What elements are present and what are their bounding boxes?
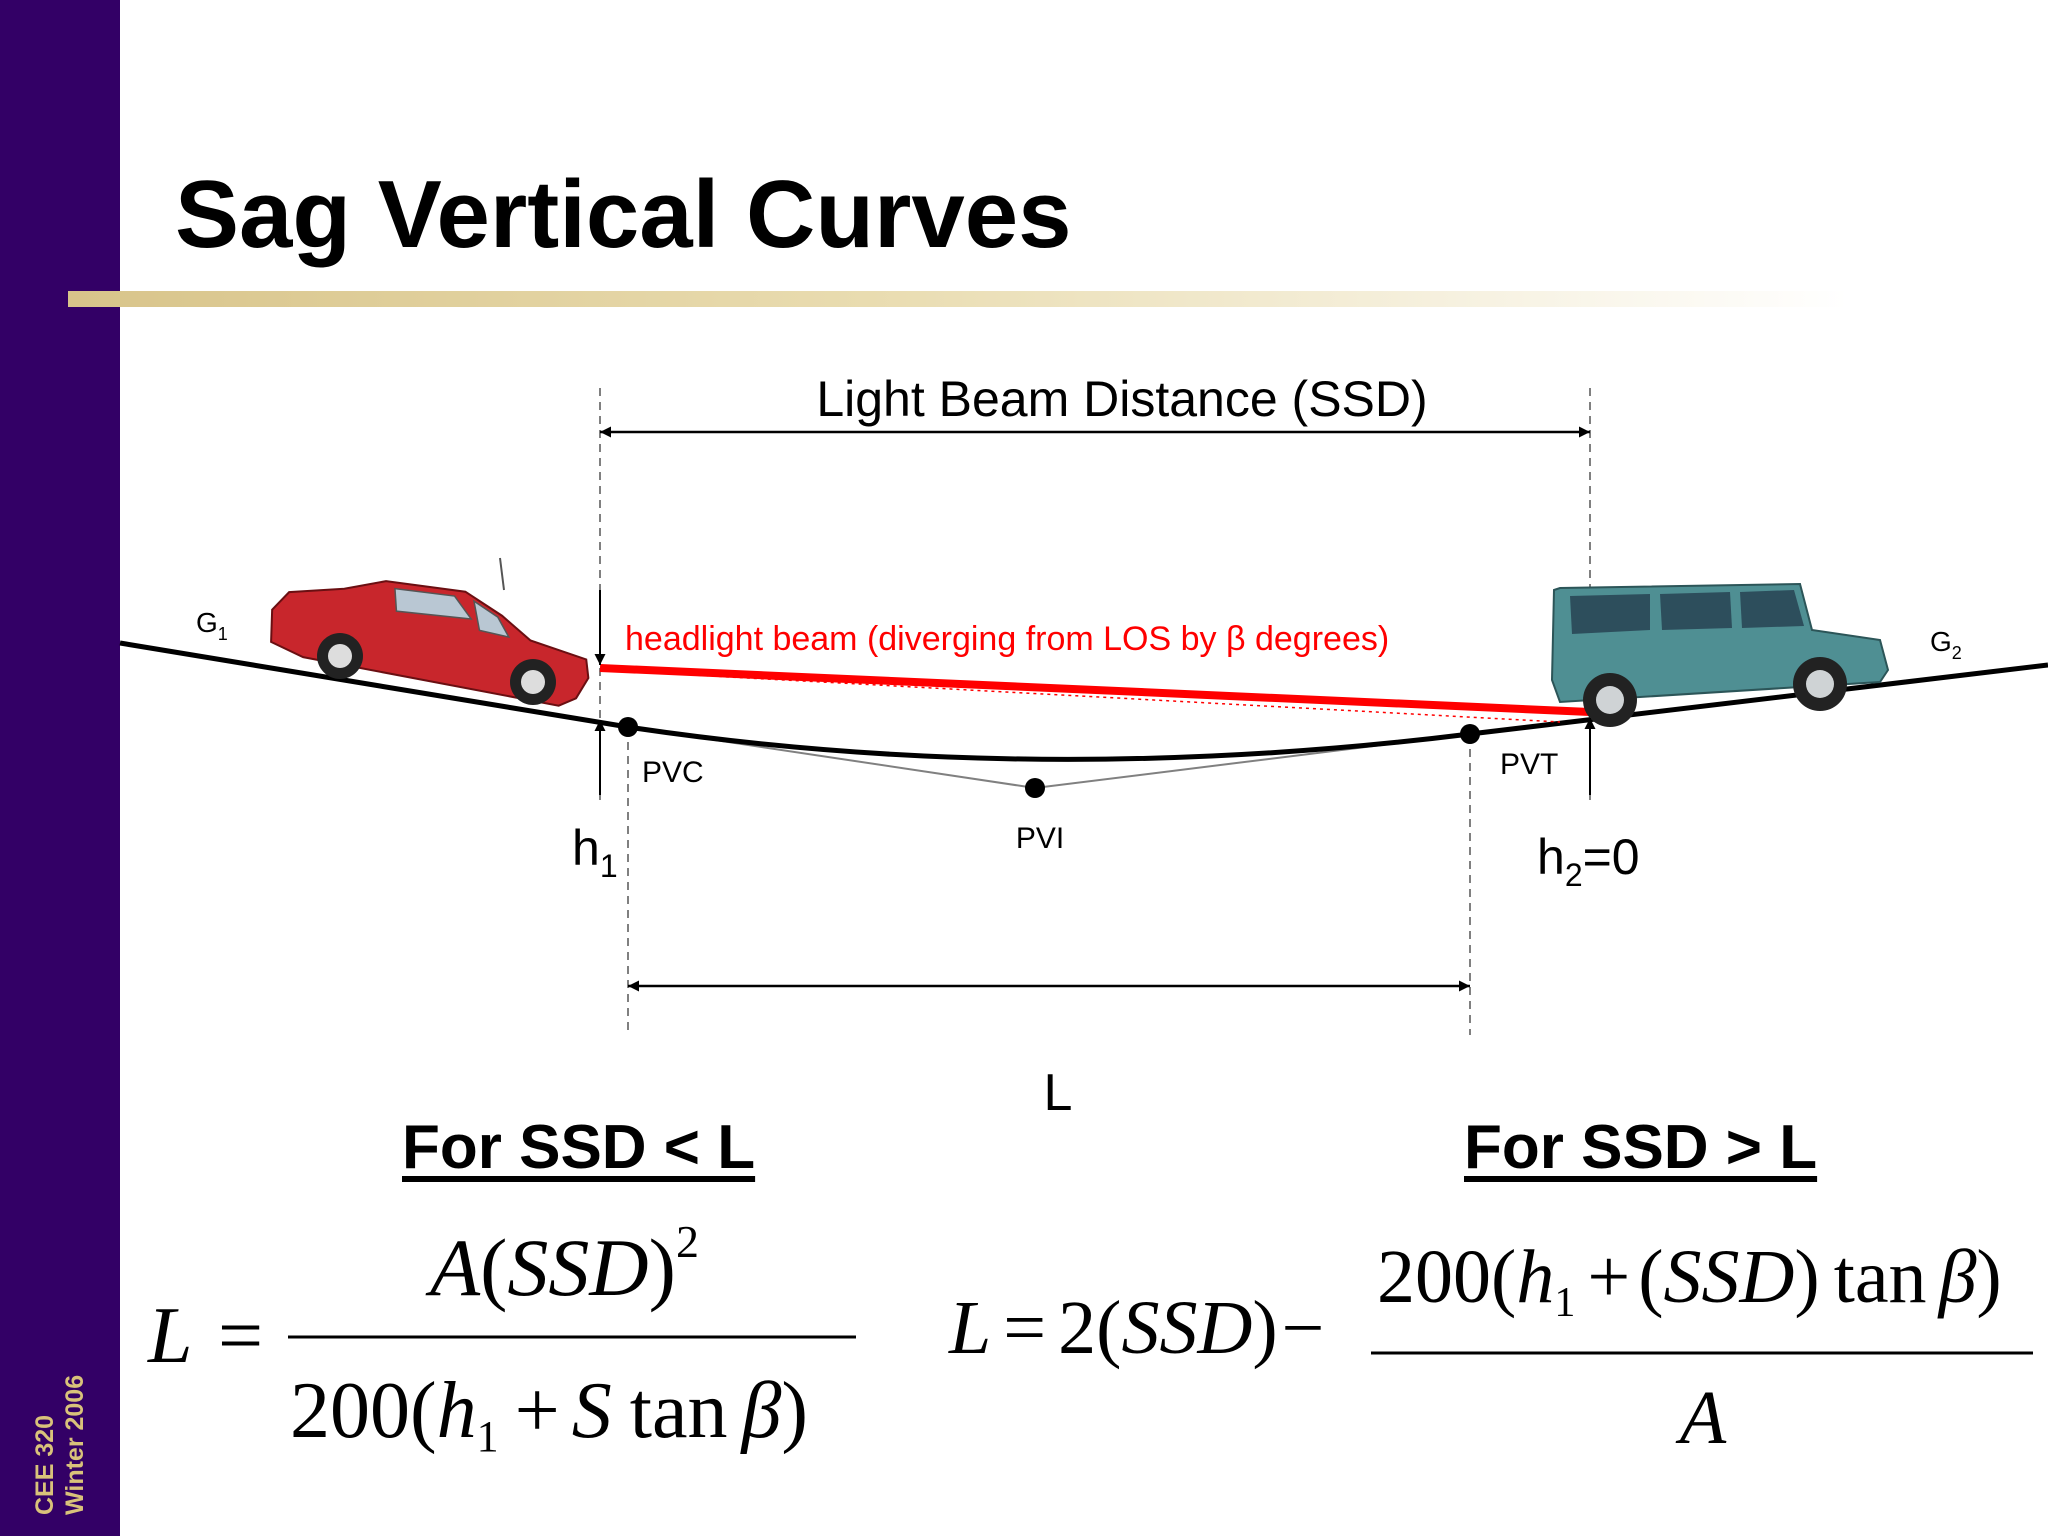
red-car-icon: [270, 557, 590, 707]
formula-left-lhs: L: [147, 1292, 193, 1380]
slide-title: Sag Vertical Curves: [175, 161, 1072, 268]
curve-length-label: L: [1044, 1064, 1073, 1120]
formula-left-equals: =: [218, 1292, 263, 1380]
grade-2-label: G2: [1930, 626, 1962, 663]
title-underline: [68, 291, 1848, 307]
beam-distance-label: Light Beam Distance (SSD): [816, 371, 1427, 427]
right-condition-heading: For SSD > L: [1464, 1113, 1818, 1182]
headlight-beam-label: headlight beam (diverging from LOS by β …: [625, 620, 1389, 658]
teal-suv-icon: [1550, 582, 1890, 727]
headlight-beam: [599, 664, 1591, 716]
formula-ssd-greater-than-l: L = 2(SSD)− 200(h1 + (SSD) tan β) A: [948, 1240, 2033, 1460]
pvc-label: PVC: [642, 756, 704, 789]
pvt-label: PVT: [1500, 748, 1558, 781]
road-profile: [119, 640, 2048, 762]
formula-right-denominator: A: [1675, 1376, 1727, 1460]
sidebar: CEE 320 Winter 2006: [0, 0, 120, 1536]
pvi-label: PVI: [1016, 822, 1064, 855]
course-term: Winter 2006: [61, 1374, 89, 1515]
pvc-point: [618, 717, 638, 737]
left-condition-heading: For SSD < L: [402, 1113, 756, 1182]
course-code: CEE 320: [31, 1414, 59, 1515]
formula-right-lhs: L = 2(SSD)−: [948, 1286, 1325, 1370]
course-label: CEE 320 Winter 2006: [30, 1375, 90, 1515]
formula-right-numerator: 200(h1 + (SSD) tan β): [1377, 1240, 2002, 1326]
pvt-point: [1460, 724, 1480, 744]
h1-label: h1: [572, 820, 618, 884]
grade-1-label: G1: [196, 607, 228, 644]
h2-label: h2=0: [1537, 829, 1640, 893]
pvi-point: [1025, 778, 1045, 798]
sag-curve-diagram: Light Beam Distance (SSD) headlight beam…: [119, 371, 2048, 1120]
formula-left-numerator: A(SSD)2: [425, 1216, 699, 1313]
